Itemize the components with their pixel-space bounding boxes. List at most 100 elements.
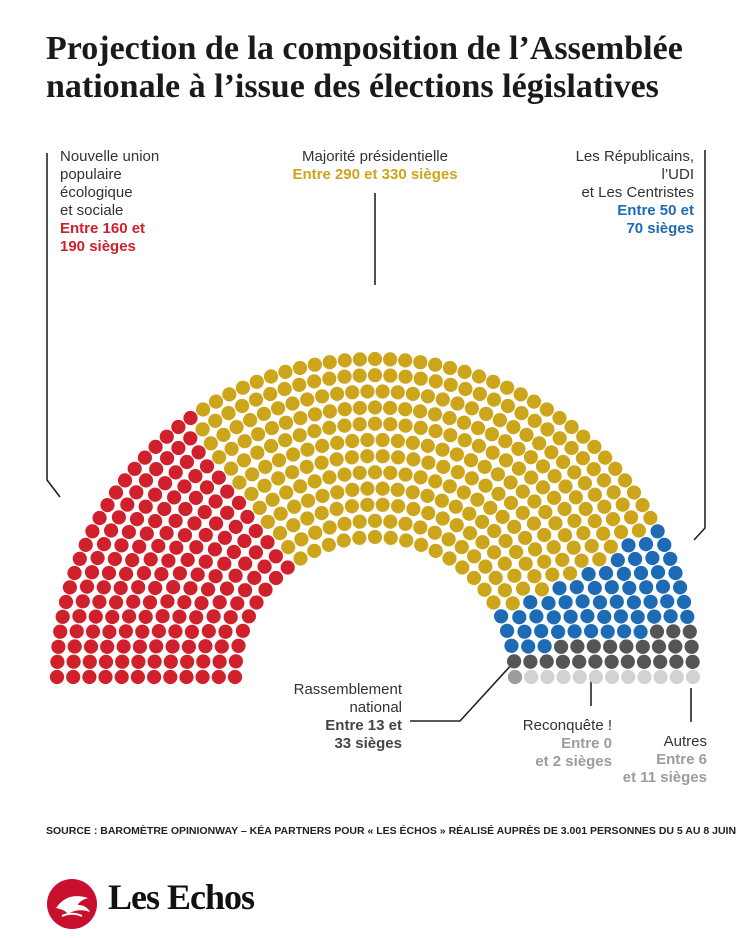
seat-ensemble <box>367 368 383 383</box>
seat-lr <box>628 551 643 567</box>
seat-rn <box>554 639 569 654</box>
seat-nupes <box>257 559 272 574</box>
seat-nupes <box>168 513 183 528</box>
seat-ensemble <box>314 505 329 521</box>
seat-autres <box>621 669 636 685</box>
seat-nupes <box>132 639 147 654</box>
seat-rn <box>651 639 667 654</box>
seat-ensemble <box>258 459 273 474</box>
seat-nupes <box>231 495 247 510</box>
seat-ensemble <box>428 543 443 559</box>
seat-nupes <box>126 594 141 609</box>
label-lr-name-2: l’UDI <box>661 166 695 183</box>
seat-ensemble <box>587 487 603 502</box>
seat-nupes <box>96 537 112 552</box>
seat-ensemble <box>575 451 591 466</box>
seat-nupes <box>171 440 186 456</box>
seat-ensemble <box>375 432 390 448</box>
seat-nupes <box>231 638 246 653</box>
seat-ensemble <box>322 404 337 419</box>
seat-nupes <box>137 450 152 465</box>
seat-ensemble <box>322 520 337 535</box>
seat-ensemble <box>574 553 589 568</box>
seat-ensemble <box>272 526 288 541</box>
seat-lr <box>558 595 573 610</box>
seat-lr <box>663 551 678 566</box>
seat-ensemble <box>478 478 493 493</box>
seat-nupes <box>102 624 117 640</box>
label-nupes-name-1: Nouvelle union <box>60 148 160 165</box>
seat-nupes <box>155 609 170 624</box>
seat-ensemble <box>315 389 330 404</box>
seat-ensemble <box>383 530 398 546</box>
seat-ensemble <box>635 498 650 513</box>
seat-ensemble <box>548 516 563 531</box>
seat-ensemble <box>420 488 435 503</box>
seat-ensemble <box>383 417 398 432</box>
seat-ensemble <box>321 537 336 553</box>
seat-nupes <box>220 484 235 499</box>
seat-nupes <box>209 516 224 531</box>
seat-nupes <box>168 624 183 639</box>
seat-autres <box>572 669 587 685</box>
seat-nupes <box>138 499 153 514</box>
seat-nupes <box>92 594 107 609</box>
seat-ensemble <box>375 497 390 512</box>
seat-ensemble <box>293 479 308 494</box>
seat-ensemble <box>263 386 278 402</box>
seat-lr <box>551 624 566 640</box>
seat-ensemble <box>292 360 308 376</box>
seat-lr <box>512 610 527 625</box>
leader-line-lr <box>693 150 706 541</box>
seat-ensemble <box>456 415 472 430</box>
seat-nupes <box>149 462 164 477</box>
seat-nupes <box>160 594 175 609</box>
seat-nupes <box>198 554 213 569</box>
seat-nupes <box>148 580 163 596</box>
label-autres: Autres Entre 6 et 11 sièges <box>590 733 707 787</box>
seat-ensemble <box>486 374 501 389</box>
seat-ensemble <box>490 467 505 482</box>
seat-nupes <box>147 654 162 669</box>
seat-autres <box>540 669 555 685</box>
seat-ensemble <box>434 493 449 508</box>
seat-nupes <box>183 431 198 446</box>
seat-ensemble <box>617 473 633 488</box>
seat-ensemble <box>222 387 237 402</box>
seat-ensemble <box>503 495 519 510</box>
seat-ensemble <box>539 402 555 417</box>
seat-ensemble <box>498 533 513 549</box>
label-ensemble: Majorité présidentielle Entre 290 et 330… <box>270 148 480 184</box>
seat-ensemble <box>483 500 498 515</box>
seat-ensemble <box>420 438 435 453</box>
seat-nupes <box>104 523 119 538</box>
seat-ensemble <box>472 386 487 402</box>
seat-ensemble <box>344 450 359 465</box>
seat-nupes <box>166 580 181 595</box>
seat-ensemble <box>587 439 602 454</box>
seat-nupes <box>50 654 65 670</box>
seat-ensemble <box>300 511 315 526</box>
seat-nupes <box>107 551 122 567</box>
label-rn-name-1: Rassemblement <box>293 681 402 698</box>
seat-ensemble <box>250 445 265 460</box>
seat-ensemble <box>428 374 443 389</box>
seat-ensemble <box>279 485 294 500</box>
seat-ensemble <box>224 441 239 456</box>
seat-ensemble <box>428 424 443 439</box>
seat-ensemble <box>337 418 352 433</box>
seat-ensemble <box>527 413 542 428</box>
seat-ensemble <box>443 428 458 443</box>
seat-rn <box>523 654 538 669</box>
seat-lr <box>592 595 608 610</box>
seat-ensemble <box>624 510 639 525</box>
seat-nupes <box>180 552 195 568</box>
seat-ensemble <box>330 485 345 500</box>
label-nupes-name-3: écologique <box>60 184 133 201</box>
seat-ensemble <box>383 352 398 367</box>
seat-nupes <box>143 552 158 567</box>
seat-ensemble <box>375 384 390 399</box>
seat-nupes <box>78 537 93 553</box>
seat-ensemble <box>492 413 507 428</box>
seat-ensemble <box>414 537 429 553</box>
